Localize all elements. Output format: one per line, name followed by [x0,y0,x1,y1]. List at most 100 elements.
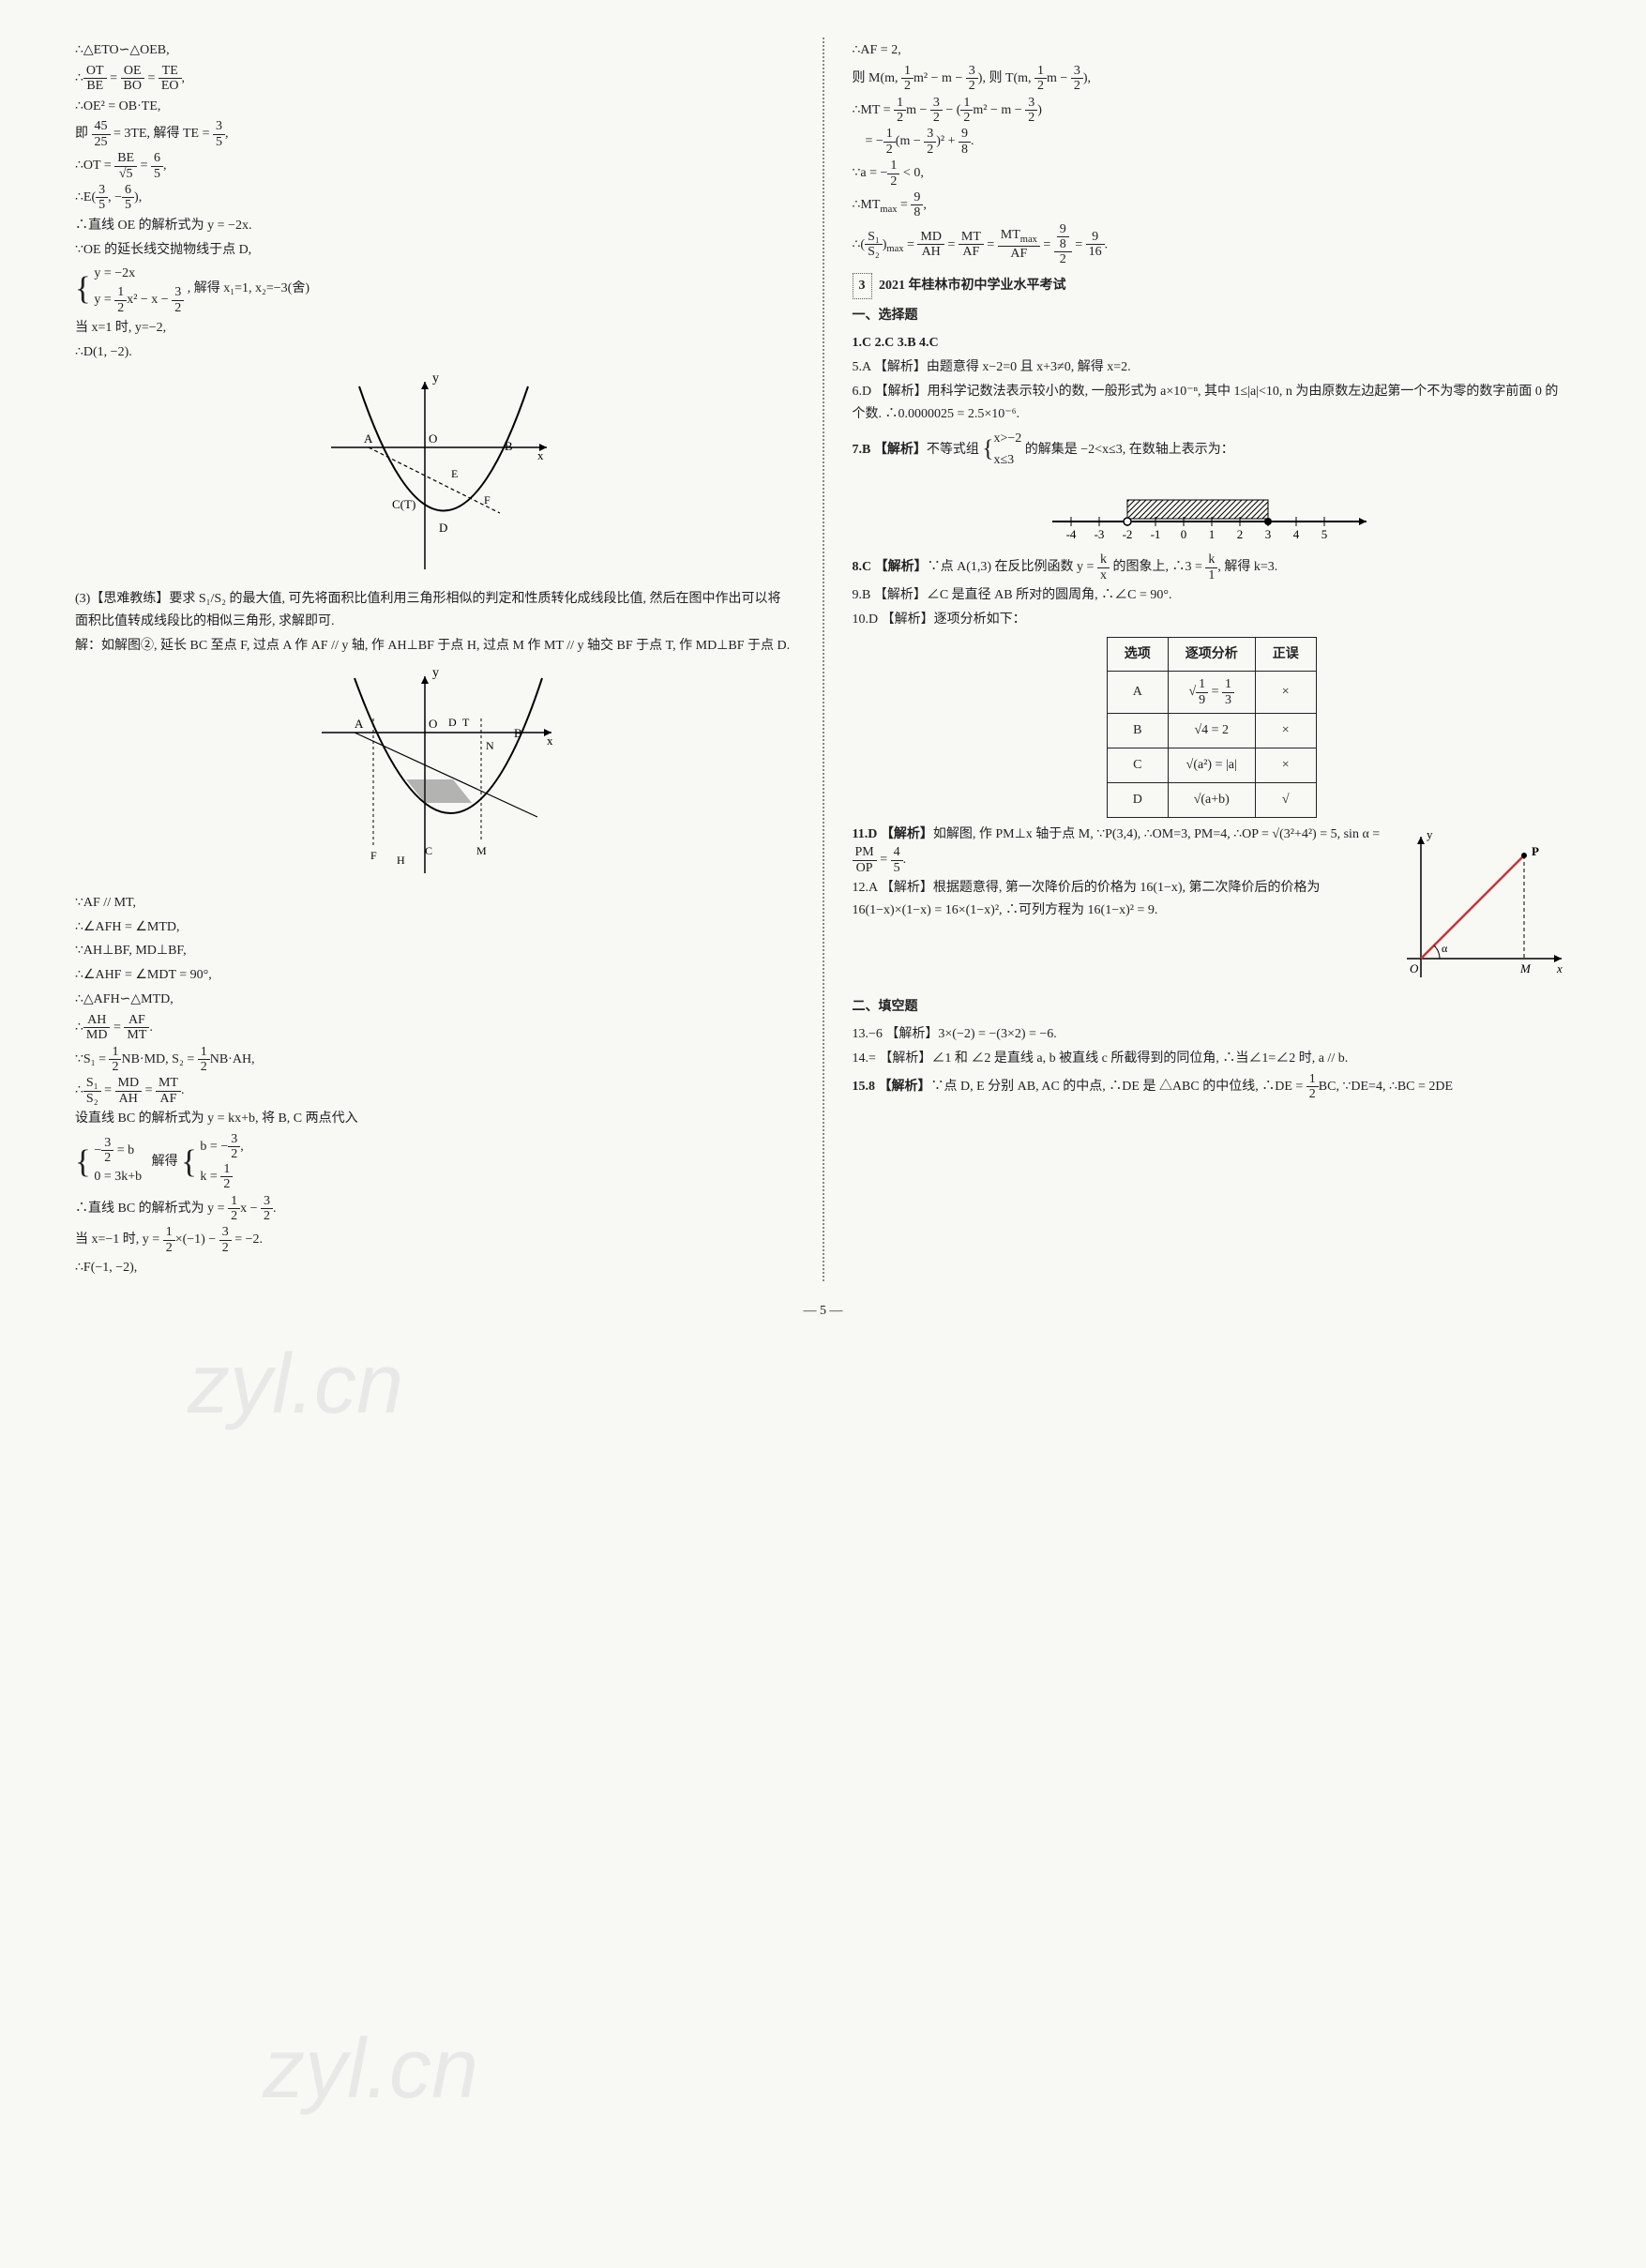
angle-diagram: y P O α M x [1393,827,1571,987]
table-header: 逐项分析 [1168,637,1255,672]
svg-text:N: N [486,739,494,752]
text-line: ∴△ETO∽△OEB, [75,39,794,62]
svg-text:E: E [451,467,458,480]
text-line: ∴OTBE = OEBO = TEEO, [75,64,794,94]
svg-text:O: O [1410,961,1419,975]
svg-text:2: 2 [1237,527,1244,541]
table-row: D √(a+b) √ [1107,782,1316,817]
svg-text:y: y [432,667,439,680]
svg-text:F: F [484,493,491,507]
exam-title: 2021 年桂林市初中学业水平考试 [879,279,1066,293]
text-line: ∴直线 BC 的解析式为 y = 12x − 32. [75,1194,794,1224]
table-row: B √4 = 2 × [1107,714,1316,748]
parabola-graph-1: y A O B x E F C(T) D [312,372,556,579]
text-line: 则 M(m, 12m² − m − 32), 则 T(m, 12m − 32), [853,64,1572,94]
svg-text:y: y [1427,827,1433,841]
table-header: 正误 [1255,637,1316,672]
watermark-1: zyl.cn [188,1313,403,1457]
table-header: 选项 [1107,637,1168,672]
svg-text:M: M [476,844,487,857]
section-heading: 二、填空题 [853,996,1572,1019]
text-line: ∴OE² = OB·TE, [75,96,794,118]
svg-text:C: C [425,844,432,857]
column-divider [823,38,824,1281]
q5: 5.A 【解析】由题意得 x−2=0 且 x+3≠0, 解得 x=2. [853,356,1572,379]
text-line: = −12(m − 32)² + 98. [853,127,1572,157]
table-row: A √19 = 13 × [1107,672,1316,714]
table-row: C √(a²) = |a| × [1107,748,1316,783]
text-line: ∵AH⊥BF, MD⊥BF, [75,940,794,962]
text-line: { −32 = b 0 = 3k+b 解得 { b = −32, k = 12 [75,1132,794,1192]
svg-text:A: A [355,717,364,731]
text-line: ∴F(−1, −2), [75,1257,794,1279]
watermark-2: zyl.cn [263,1998,478,2141]
text-line: ∴D(1, −2). [75,341,794,364]
paragraph: (3)【思难教练】要求 S₁/S₂ 的最大值, 可先将面积比值利用三角形相似的判… [75,588,794,633]
svg-text:4: 4 [1293,527,1300,541]
text-line: ∴∠AFH = ∠MTD, [75,916,794,939]
svg-text:x: x [1556,961,1563,975]
text-line: ∴S₁S₂ = MDAH = MTAF. [75,1076,794,1106]
q15: 15.8 【解析】∵点 D, E 分别 AB, AC 的中点, ∴DE 是 △A… [853,1072,1572,1102]
text-line: ∴△AFH∽△MTD, [75,989,794,1011]
q14: 14.= 【解析】∠1 和 ∠2 是直线 a, b 被直线 c 所截得到的同位角… [853,1048,1572,1070]
q11-block: y P O α M x 11.D 【解析】如解图, 作 PM⊥x 轴于点 M, … [853,824,1572,990]
text-line: 当 x=1 时, y=−2, [75,317,794,340]
text-line: ∵S₁ = 12NB·MD, S₂ = 12NB·AH, [75,1045,794,1075]
paragraph: 解：如解图②, 延长 BC 至点 F, 过点 A 作 AF // y 轴, 作 … [75,635,794,658]
text-line: ∴(S₁S₂)max = MDAH = MTAF = MTmaxAF = 982… [853,222,1572,267]
svg-text:x: x [537,448,544,462]
text-line: 即 4525 = 3TE, 解得 TE = 35, [75,119,794,149]
number-line-diagram: -4 -3 -2 -1 0 1 2 3 4 5 [1043,479,1381,545]
svg-text:α: α [1442,942,1448,955]
exam-number: 3 [853,273,872,299]
svg-text:-1: -1 [1150,527,1160,541]
svg-text:O: O [429,717,437,731]
svg-text:0: 0 [1181,527,1187,541]
svg-text:C(T): C(T) [392,497,415,511]
svg-text:B: B [505,439,513,453]
text-line: ∴MT = 12m − 32 − (12m² − m − 32) [853,96,1572,126]
svg-text:5: 5 [1321,527,1328,541]
svg-text:O: O [429,431,437,446]
svg-text:y: y [432,372,439,386]
svg-text:D: D [448,716,457,729]
text-line: ∴AF = 2, [853,39,1572,62]
parabola-graph-2: y A O D T N B x F H C M [303,667,566,883]
text-line: ∴OT = BE√5 = 65, [75,151,794,181]
svg-text:-2: -2 [1122,527,1132,541]
page-number: — 5 — [75,1300,1571,1323]
text-line: 当 x=−1 时, y = 12×(−1) − 32 = −2. [75,1225,794,1255]
q7: 7.B 【解析】不等式组 {x>−2x≤3 的解集是 −2<x≤3, 在数轴上表… [853,428,1572,473]
svg-text:H: H [397,854,405,867]
page-columns: ∴△ETO∽△OEB, ∴OTBE = OEBO = TEEO, ∴OE² = … [75,38,1571,1281]
text-line: ∵OE 的延长线交抛物线于点 D, [75,239,794,262]
svg-text:M: M [1519,961,1532,975]
section-heading: 一、选择题 [853,305,1572,327]
svg-text:P: P [1532,844,1539,858]
svg-text:F: F [370,849,377,862]
svg-text:3: 3 [1265,527,1272,541]
svg-text:D: D [439,521,447,535]
text-line: ∴MTmax = 98, [853,190,1572,220]
svg-text:B: B [514,726,522,740]
q6: 6.D 【解析】用科学记数法表示较小的数, 一般形式为 a×10⁻ⁿ, 其中 1… [853,381,1572,426]
text-line: ∴直线 OE 的解析式为 y = −2x. [75,215,794,237]
svg-text:-4: -4 [1065,527,1076,541]
exam-header: 3 2021 年桂林市初中学业水平考试 [853,273,1572,299]
q13: 13.−6 【解析】3×(−2) = −(3×2) = −6. [853,1023,1572,1046]
answer-line: 1.C 2.C 3.B 4.C [853,332,1572,355]
svg-text:A: A [364,431,373,446]
text-line: ∴AHMD = AFMT. [75,1013,794,1043]
analysis-table: 选项 逐项分析 正误 A √19 = 13 × B √4 = 2 × C √(a… [1107,637,1317,818]
q9: 9.B 【解析】∠C 是直径 AB 所对的圆周角, ∴∠C = 90°. [853,584,1572,607]
svg-text:x: x [547,733,553,748]
q8: 8.C 【解析】∵点 A(1,3) 在反比例函数 y = kx 的图象上, ∴3… [853,552,1572,582]
svg-text:1: 1 [1209,527,1216,541]
text-line: ∵AF // MT, [75,892,794,915]
svg-text:-3: -3 [1094,527,1104,541]
text-line: ∴∠AHF = ∠MDT = 90°, [75,964,794,987]
svg-text:T: T [462,716,470,729]
text-line: { y = −2x y = 12x² − x − 32 , 解得 x₁=1, x… [75,263,794,315]
right-column: ∴AF = 2, 则 M(m, 12m² − m − 32), 则 T(m, 1… [853,38,1572,1281]
